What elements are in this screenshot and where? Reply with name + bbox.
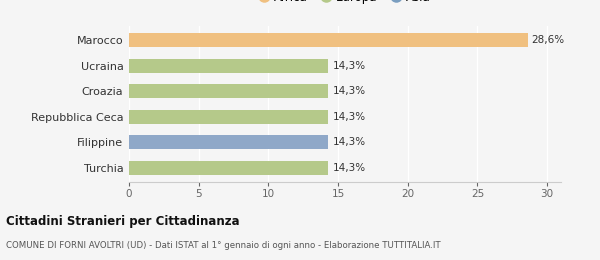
Legend: Africa, Europa, Asia: Africa, Europa, Asia (256, 0, 434, 8)
Bar (129, 110, 328, 124)
Text: Cittadini Stranieri per Cittadinanza: Cittadini Stranieri per Cittadinanza (6, 214, 239, 228)
Text: 14,3%: 14,3% (332, 112, 365, 122)
Bar (129, 161, 328, 175)
Text: 14,3%: 14,3% (332, 86, 365, 96)
Bar (129, 33, 527, 47)
Bar (129, 84, 328, 98)
Text: 14,3%: 14,3% (332, 61, 365, 71)
Text: 14,3%: 14,3% (332, 137, 365, 147)
Text: COMUNE DI FORNI AVOLTRI (UD) - Dati ISTAT al 1° gennaio di ogni anno - Elaborazi: COMUNE DI FORNI AVOLTRI (UD) - Dati ISTA… (6, 240, 440, 250)
Bar (129, 135, 328, 149)
Bar (129, 59, 328, 73)
Text: 14,3%: 14,3% (332, 163, 365, 173)
Text: 28,6%: 28,6% (532, 35, 565, 45)
